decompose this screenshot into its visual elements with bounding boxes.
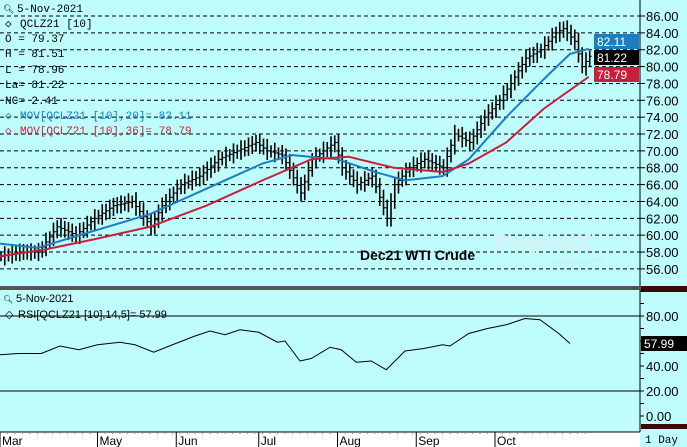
month-label: Oct	[497, 434, 516, 447]
last-price-value: 81.22	[597, 51, 627, 65]
ma-line-mov-36	[0, 75, 590, 258]
chart-title: Dec21 WTI Crude	[360, 247, 475, 263]
interval-label[interactable]: 1 Day	[645, 435, 678, 447]
ma-line-mov-20	[0, 47, 590, 249]
rsi-panel	[0, 315, 640, 392]
rsi-diamond-icon: ◇	[5, 309, 14, 321]
rsi-tick-label: 20.00	[646, 384, 679, 399]
svg-text:powered by DTN: powered by DTN	[550, 259, 603, 266]
price-tick-label: 60.00	[646, 228, 679, 243]
legend-low: L = 78.96	[5, 65, 64, 77]
price-tick-label: 84.00	[646, 26, 679, 41]
rsi-axis-bottom-bar	[641, 424, 687, 429]
price-tick-label: 86.00	[646, 9, 679, 24]
ma20-diamond-icon: ◇	[5, 111, 12, 123]
moving-averages	[0, 47, 590, 258]
legend-ma36: MOV[QCLZ21 [10],36]= 78.79	[20, 126, 192, 138]
price-tick-label: 78.00	[646, 76, 679, 91]
month-label: Jun	[178, 434, 197, 447]
legend-date: 5-Nov-2021	[17, 4, 83, 16]
rsi-zoom-icon[interactable]: 🔍︎	[3, 295, 13, 304]
rsi-tick-label: 0.00	[646, 409, 671, 424]
zoom-icon[interactable]: 🔍︎	[3, 4, 14, 15]
watermark: ProphetX powered by DTN	[494, 230, 603, 266]
panel-divider[interactable]	[0, 286, 687, 290]
price-tick-label: 76.00	[646, 93, 679, 108]
price-tick-label: 58.00	[646, 245, 679, 260]
rsi-legend-date: 5-Nov-2021	[16, 293, 73, 305]
price-tick-label: 82.00	[646, 43, 679, 58]
rsi-last-value: 57.99	[644, 337, 674, 351]
month-label: Aug	[340, 434, 361, 447]
rsi-tick-label: 80.00	[646, 309, 679, 324]
rsi-line	[0, 317, 571, 371]
ma36-diamond-icon: ◇	[5, 126, 12, 138]
rsi-axis-top-bar	[641, 286, 687, 292]
price-tick-label: 62.00	[646, 211, 679, 226]
legend-net-change: NC= 2.41	[5, 96, 58, 108]
month-label: May	[100, 434, 123, 447]
price-tick-label: 70.00	[646, 144, 679, 159]
time-axis-labels: Mar May Jun Jul Aug Sep Oct	[0, 432, 586, 447]
ma20-last-tag	[594, 34, 639, 49]
price-tick-label: 74.00	[646, 110, 679, 125]
ma36-last-tag	[594, 67, 639, 82]
price-tick-label: 66.00	[646, 178, 679, 193]
legend-ma20: MOV[QCLZ21 [10],20]= 82.11	[20, 111, 192, 123]
rsi-last-tag	[641, 336, 687, 351]
legend-symbol: QCLZ21 [10]	[20, 19, 93, 31]
price-tick-label: 56.00	[646, 262, 679, 277]
ma20-last-value: 82.11	[597, 35, 626, 49]
svg-text:ProphetX: ProphetX	[494, 230, 592, 255]
price-legend: 🔍︎ 5-Nov-2021 ◇ QCLZ21 [10] O = 79.37 H …	[3, 4, 192, 138]
ma36-last-value: 78.79	[597, 68, 627, 82]
rsi-tick-label: 40.00	[646, 359, 679, 374]
month-label: Sep	[418, 434, 440, 447]
rsi-legend: RSI[QCLZ21 [10],14,5]= 57.99	[18, 309, 167, 321]
legend-last: La= 81.22	[5, 80, 64, 92]
diamond-icon: ◇	[5, 19, 12, 31]
price-tick-label: 72.00	[646, 127, 679, 142]
legend-open: O = 79.37	[5, 34, 64, 46]
month-label: Mar	[2, 434, 23, 447]
price-tick-label: 68.00	[646, 161, 679, 176]
price-tick-label: 64.00	[646, 194, 679, 209]
last-price-tag	[594, 50, 639, 65]
time-axis[interactable]	[0, 432, 640, 447]
legend-high: H = 81.51	[5, 49, 65, 61]
rsi-axis[interactable]: 0.00 20.00 40.00 80.00	[640, 290, 679, 424]
month-label: Jul	[261, 434, 276, 447]
price-tick-label: 80.00	[646, 60, 679, 75]
